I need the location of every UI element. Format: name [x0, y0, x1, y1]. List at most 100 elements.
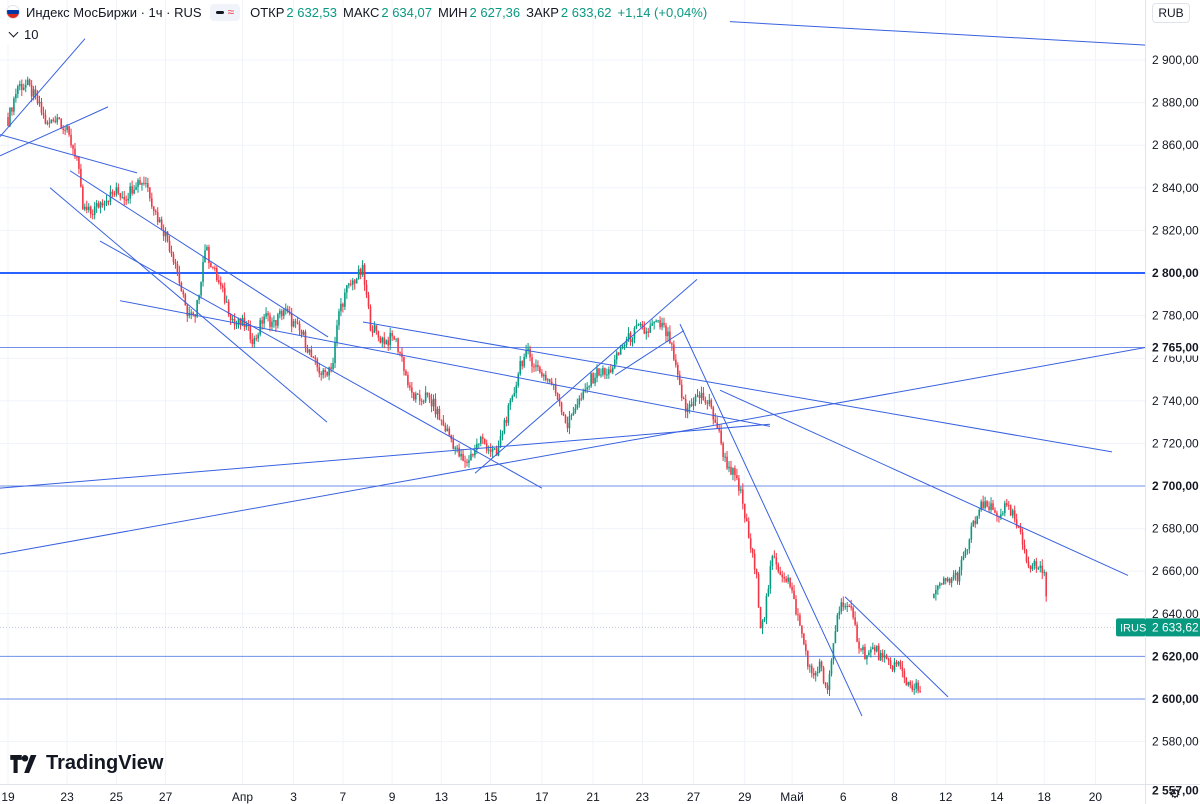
- tradingview-logo[interactable]: TradingView: [10, 752, 163, 775]
- symbol-title[interactable]: Индекс МосБиржи · 1ч · RUS: [26, 4, 202, 20]
- candle-body: [509, 400, 512, 406]
- candle-body: [131, 186, 133, 194]
- candle-body: [911, 685, 914, 690]
- candle-body: [724, 456, 726, 458]
- candle-body: [1039, 565, 1042, 568]
- candle-body: [1029, 566, 1032, 570]
- trendline[interactable]: [0, 134, 138, 174]
- candle-body: [125, 199, 127, 201]
- candle-body: [891, 665, 894, 671]
- time-tick-label: Апр: [232, 790, 254, 804]
- candle-body: [887, 658, 890, 661]
- trendline[interactable]: [49, 187, 328, 423]
- trendline[interactable]: [614, 330, 685, 376]
- candle-body: [838, 611, 841, 616]
- candle-body: [229, 314, 232, 320]
- candle-body: [395, 338, 397, 340]
- candle-body: [381, 337, 384, 343]
- trendlines-layer[interactable]: [0, 21, 1146, 717]
- trendline[interactable]: [729, 21, 1146, 46]
- trendline[interactable]: [474, 279, 698, 474]
- currency-button[interactable]: RUB: [1152, 3, 1190, 23]
- candle-body: [527, 348, 529, 351]
- candle-body: [832, 643, 835, 661]
- trendline[interactable]: [99, 240, 543, 489]
- candle-body: [340, 303, 342, 312]
- candle-body: [858, 641, 860, 649]
- candle-body: [247, 324, 250, 326]
- candle-body: [184, 294, 187, 306]
- candle-body: [734, 468, 736, 476]
- candle-body: [942, 578, 945, 585]
- low-label: МИН: [437, 4, 468, 20]
- time-tick-label: 14: [990, 790, 1004, 804]
- candle-body: [375, 325, 378, 331]
- candle-body: [434, 398, 437, 415]
- level-tag[interactable]: 2 600,00: [1152, 692, 1199, 706]
- candle-body: [78, 157, 80, 169]
- horizontal-levels[interactable]: [0, 272, 1145, 700]
- trendline[interactable]: [719, 389, 1129, 576]
- trendline[interactable]: [119, 300, 771, 427]
- candle-body: [740, 489, 742, 491]
- candle-body: [137, 180, 139, 187]
- candle-body: [158, 219, 161, 223]
- level-tag[interactable]: 2 557,00: [1152, 784, 1199, 798]
- candle-body: [667, 331, 669, 337]
- candle-body: [566, 422, 569, 429]
- open-value: 2 632,53: [286, 4, 338, 20]
- candle-body: [348, 283, 350, 286]
- level-tag[interactable]: 2 800,00: [1152, 266, 1199, 280]
- level-tag[interactable]: 2 765,00: [1152, 341, 1199, 355]
- indicators-toggle[interactable]: 10: [6, 24, 39, 44]
- candle-body: [655, 320, 657, 323]
- candle-body: [761, 620, 764, 629]
- trendline[interactable]: [0, 106, 109, 157]
- price-axis[interactable]: 2 900,00 2 880,00 2 860,00 2 840,00 2 820,00…: [1116, 0, 1200, 804]
- last-price-tag[interactable]: 2 633,62: [1152, 620, 1199, 634]
- candle-body: [127, 198, 129, 201]
- candle-body: [828, 674, 831, 690]
- trendline[interactable]: [69, 170, 329, 338]
- candle-body: [143, 182, 145, 184]
- level-tag[interactable]: 2 620,00: [1152, 649, 1199, 663]
- candle-body: [460, 453, 462, 457]
- candle-body: [15, 93, 17, 99]
- candle-body: [712, 407, 715, 420]
- candle-body: [714, 419, 717, 423]
- gear-icon[interactable]: ⚙: [1169, 786, 1181, 801]
- candle-body: [151, 198, 153, 207]
- candle-body: [749, 538, 752, 549]
- candle-body: [956, 572, 959, 582]
- candle-body: [988, 506, 990, 510]
- ticker-tag[interactable]: IRUS: [1120, 622, 1146, 634]
- trendline[interactable]: [362, 321, 1113, 453]
- trendline[interactable]: [0, 423, 771, 489]
- candle-body: [44, 114, 47, 124]
- candle-body: [318, 367, 321, 374]
- candle-body: [582, 391, 585, 399]
- candle-body: [231, 319, 234, 321]
- candle-body: [491, 448, 494, 452]
- trendline[interactable]: [0, 38, 86, 138]
- trendline[interactable]: [679, 323, 863, 717]
- candle-body: [418, 394, 421, 401]
- candle-body: [779, 571, 782, 575]
- trendline[interactable]: [0, 347, 1146, 555]
- candle-body: [72, 145, 74, 149]
- candle-body: [976, 515, 979, 524]
- time-axis[interactable]: 19 23 25 27 Апр 3 7 9 13 15 17 21 23 27 29 Май 6 8 12 14 18 2…: [0, 784, 1200, 804]
- candle-body: [513, 393, 516, 397]
- candle-body: [755, 569, 758, 575]
- level-tag-bg: [1147, 339, 1200, 356]
- candle-body: [257, 334, 259, 339]
- level-tag[interactable]: 2 700,00: [1152, 479, 1199, 493]
- chart-mode-toggle[interactable]: ≈: [209, 3, 241, 21]
- candle-body: [440, 419, 443, 421]
- price-tick-label: 2 580,00: [1152, 735, 1199, 749]
- candle-body: [446, 428, 449, 432]
- trendline[interactable]: [844, 596, 949, 698]
- candle-body: [718, 427, 720, 431]
- candle-body: [377, 330, 380, 338]
